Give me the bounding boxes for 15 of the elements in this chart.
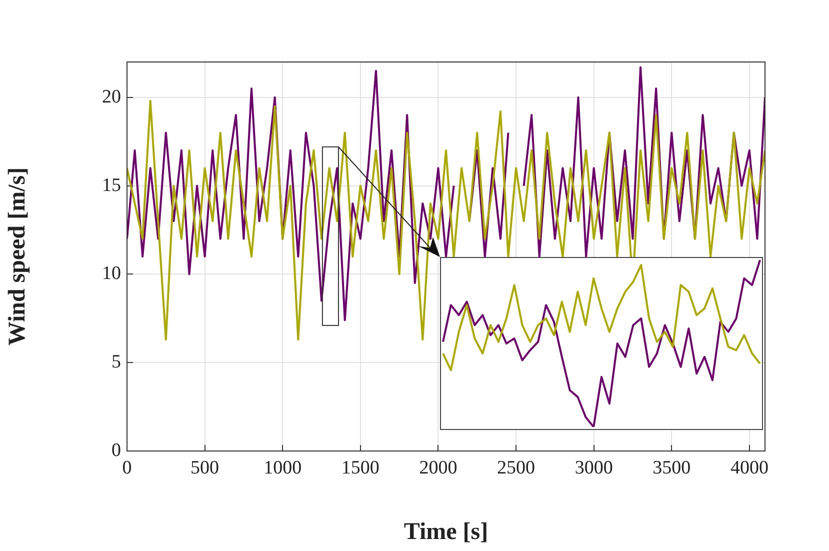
y-axis-title: Wind speed [m/s] bbox=[4, 167, 31, 346]
x-tick-label: 3500 bbox=[652, 457, 691, 478]
x-tick-label: 2000 bbox=[419, 457, 458, 478]
y-tick-label: 0 bbox=[112, 440, 121, 461]
x-tick-label: 500 bbox=[190, 457, 220, 478]
y-tick-label: 5 bbox=[112, 352, 121, 373]
x-axis-title: Time [s] bbox=[404, 518, 488, 545]
x-tick-label: 2500 bbox=[497, 457, 536, 478]
x-tick-label: 4000 bbox=[730, 457, 768, 478]
y-tick-label: 20 bbox=[102, 86, 121, 108]
x-tick-label: 3000 bbox=[574, 457, 613, 478]
y-tick-label: 10 bbox=[102, 263, 121, 284]
x-tick-label: 1000 bbox=[264, 457, 302, 478]
x-tick-label: 1500 bbox=[341, 457, 380, 478]
y-tick-label: 15 bbox=[102, 174, 121, 196]
